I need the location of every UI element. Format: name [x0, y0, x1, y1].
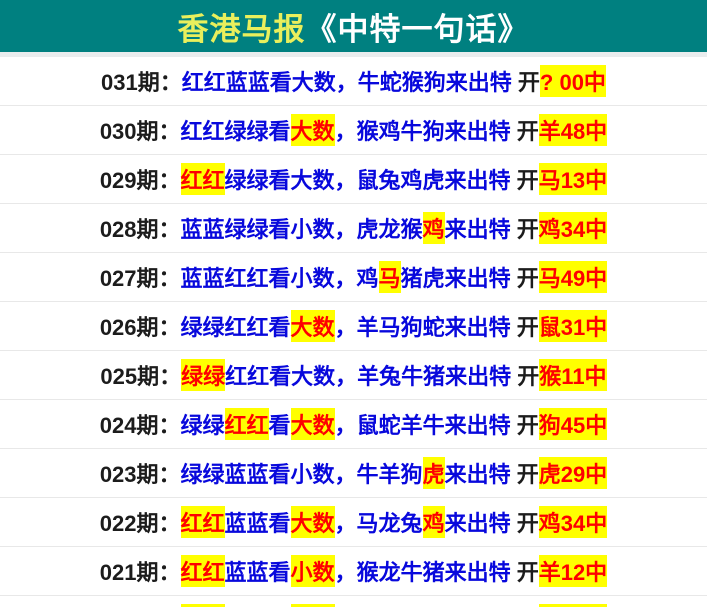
highlight-text: 鸡34中	[538, 212, 608, 244]
prediction-row: 031期： 红红蓝蓝看大数，牛蛇猴狗来出特 开? 00中	[0, 57, 707, 106]
sentence-text: 蓝蓝红红看小数，鸡	[180, 266, 379, 291]
sentence-text: 蓝蓝看	[224, 560, 291, 585]
sentence-text: ，猴龙牛猪来出特	[334, 560, 511, 585]
highlight-text: 羊00中	[538, 604, 608, 607]
prediction-row: 020期：红红蓝蓝看大数，猴龙牛猪来出特 开羊00中	[0, 596, 707, 607]
prediction-row: 022期： 红红 蓝蓝看 大数 ，马龙兔鸡来出特 开鸡34中	[0, 498, 707, 547]
open-label: 开	[510, 462, 539, 487]
sentence-text: 蓝蓝绿绿看小数，虎龙猴	[180, 217, 423, 242]
open-label: 开	[511, 364, 540, 389]
open-label: 开	[510, 413, 539, 438]
period-label: 023期：	[99, 462, 181, 487]
prediction-row: 023期： 绿绿蓝蓝看小数，牛羊狗虎来出特 开虎29中	[0, 449, 707, 498]
highlight-text: 鸡	[422, 212, 445, 244]
sentence-text: 绿绿	[180, 413, 225, 438]
highlight-text: 红红	[180, 604, 225, 607]
highlight-text: 羊12中	[538, 555, 608, 587]
sentence-text: 猪虎来出特	[400, 266, 511, 291]
period-label: 022期：	[99, 511, 181, 536]
prediction-row: 028期： 蓝蓝绿绿看小数，虎龙猴鸡来出特 开鸡34中	[0, 204, 707, 253]
open-label: 开	[510, 119, 539, 144]
highlight-text: 红红	[180, 506, 225, 538]
sentence-text: 红红看大数，羊兔牛猪来出特	[225, 364, 512, 389]
prediction-row: 030期： 红红绿绿看 大数 ，猴鸡牛狗来出特 开羊48中	[0, 106, 707, 155]
sentence-text: ，鼠蛇羊牛来出特	[334, 413, 511, 438]
sentence-text: 蓝蓝看	[224, 511, 291, 536]
highlight-text: 大数	[290, 408, 335, 440]
open-label: 开	[511, 70, 540, 95]
highlight-text: 大数	[290, 310, 335, 342]
highlight-text: 红红	[224, 408, 269, 440]
period-label: 026期：	[99, 315, 181, 340]
period-label: 024期：	[99, 413, 181, 438]
highlight-text: 大数	[290, 604, 335, 607]
period-label: 029期：	[99, 168, 181, 193]
page-title-accent: 香港马报	[177, 11, 306, 47]
prediction-row: 027期： 蓝蓝红红看小数，鸡马猪虎来出特 开马49中	[0, 253, 707, 302]
sentence-text: 来出特	[444, 511, 511, 536]
highlight-text: ? 00中	[539, 65, 606, 97]
highlight-text: 红红	[180, 555, 225, 587]
highlight-text: 鸡34中	[538, 506, 608, 538]
open-label: 开	[510, 217, 539, 242]
highlight-text: 马	[378, 261, 401, 293]
open-label: 开	[510, 511, 539, 536]
highlight-text: 绿绿	[181, 359, 226, 391]
prediction-row: 024期： 绿绿 红红看大数 ，鼠蛇羊牛来出特 开狗45中	[0, 400, 707, 449]
period-label: 027期：	[99, 266, 181, 291]
sentence-text: 看	[268, 413, 291, 438]
open-label: 开	[510, 315, 539, 340]
header-divider	[0, 52, 707, 57]
highlight-text: 小数	[290, 555, 335, 587]
highlight-text: 虎29中	[538, 457, 608, 489]
prediction-rows: 031期： 红红蓝蓝看大数，牛蛇猴狗来出特 开? 00中 030期： 红红绿绿看 大数，…	[0, 57, 707, 607]
sentence-text: ，猴鸡牛狗来出特	[334, 119, 511, 144]
period-label: 030期：	[99, 119, 181, 144]
sentence-text: 来出特	[444, 217, 511, 242]
page-header: 香港马报 《中特一句话》	[0, 0, 707, 52]
highlight-text: 红红	[180, 163, 225, 195]
sentence-text: ，马龙兔	[334, 511, 423, 536]
open-label: 开	[510, 266, 539, 291]
highlight-text: 鼠31中	[538, 310, 608, 342]
highlight-text: 大数	[290, 114, 335, 146]
highlight-text: 猴11中	[539, 359, 607, 391]
period-label: 025期：	[100, 364, 182, 389]
highlight-text: 虎	[422, 457, 445, 489]
highlight-text: 大数	[290, 506, 335, 538]
sentence-text: 红红绿绿看	[180, 119, 291, 144]
page-title-rest: 《中特一句话》	[305, 11, 530, 47]
open-label: 开	[510, 168, 539, 193]
highlight-text: 马49中	[538, 261, 608, 293]
prediction-row: 025期： 绿绿 红红看大数，羊兔牛猪来出特 开猴11中	[0, 351, 707, 400]
prediction-row: 029期： 红红 绿绿看大数，鼠兔鸡虎来出特 开马13中	[0, 155, 707, 204]
highlight-text: 羊48中	[538, 114, 608, 146]
prediction-row: 026期： 绿绿红红看 大数 ，羊马狗蛇来出特 开鼠31中	[0, 302, 707, 351]
period-label: 031期：	[101, 70, 182, 95]
highlight-text: 鸡	[422, 506, 445, 538]
sentence-text: 红红蓝蓝看大数，牛蛇猴狗来出特	[181, 70, 512, 95]
sentence-text: 来出特	[444, 462, 511, 487]
sentence-text: 绿绿看大数，鼠兔鸡虎来出特	[224, 168, 511, 193]
prediction-row: 021期： 红红 蓝蓝看 小数 ，猴龙牛猪来出特 开羊12中	[0, 547, 707, 596]
highlight-text: 狗45中	[538, 408, 608, 440]
highlight-text: 马13中	[538, 163, 608, 195]
sentence-text: 绿绿红红看	[180, 315, 291, 340]
open-label: 开	[510, 560, 539, 585]
period-label: 021期：	[99, 560, 181, 585]
sentence-text: ，羊马狗蛇来出特	[334, 315, 511, 340]
sentence-text: 绿绿蓝蓝看小数，牛羊狗	[180, 462, 423, 487]
period-label: 028期：	[99, 217, 181, 242]
